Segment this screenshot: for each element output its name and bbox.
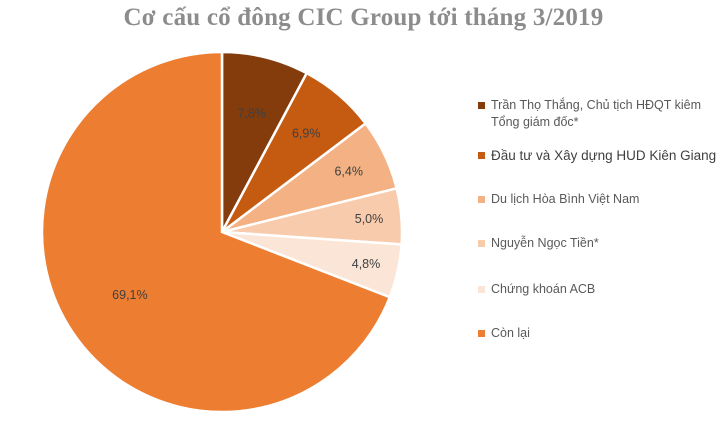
legend-swatch-4: [478, 286, 485, 293]
legend-swatch-1: [478, 152, 485, 159]
legend-label-2: Du lịch Hòa Bình Việt Nam: [491, 192, 640, 206]
data-label-1: 6,9%: [292, 127, 321, 141]
legend-item-1: Đầu tư và Xây dựng HUD Kiên Giang: [478, 147, 723, 165]
legend-swatch-2: [478, 196, 485, 203]
legend-label-1: Đầu tư và Xây dựng HUD Kiên Giang: [491, 148, 717, 163]
legend-item-0: Trần Thọ Thắng, Chủ tịch HĐQT kiêm Tổng …: [478, 97, 723, 131]
legend-item-5: Còn lại: [478, 325, 723, 342]
data-label-4: 4,8%: [352, 257, 381, 271]
data-label-5: 69,1%: [112, 288, 147, 302]
legend-swatch-3: [478, 240, 485, 247]
legend-label-0: Trần Thọ Thắng, Chủ tịch HĐQT kiêm Tổng …: [491, 98, 702, 129]
legend-item-3: Nguyễn Ngọc Tiền*: [478, 235, 723, 252]
pie-slice-5: [40, 50, 392, 414]
legend-label-4: Chứng khoán ACB: [491, 282, 596, 296]
legend-label-3: Nguyễn Ngọc Tiền*: [491, 236, 599, 250]
data-label-0: 7,8%: [237, 106, 266, 120]
data-label-2: 6,4%: [334, 164, 363, 178]
chart-title: Cơ cấu cổ đông CIC Group tới tháng 3/201…: [123, 4, 604, 31]
legend-label-5: Còn lại: [491, 326, 530, 340]
legend-item-2: Du lịch Hòa Bình Việt Nam: [478, 191, 723, 208]
legend-swatch-0: [478, 102, 485, 109]
data-label-3: 5,0%: [355, 212, 384, 226]
legend-swatch-5: [478, 330, 485, 337]
legend-item-4: Chứng khoán ACB: [478, 281, 723, 298]
